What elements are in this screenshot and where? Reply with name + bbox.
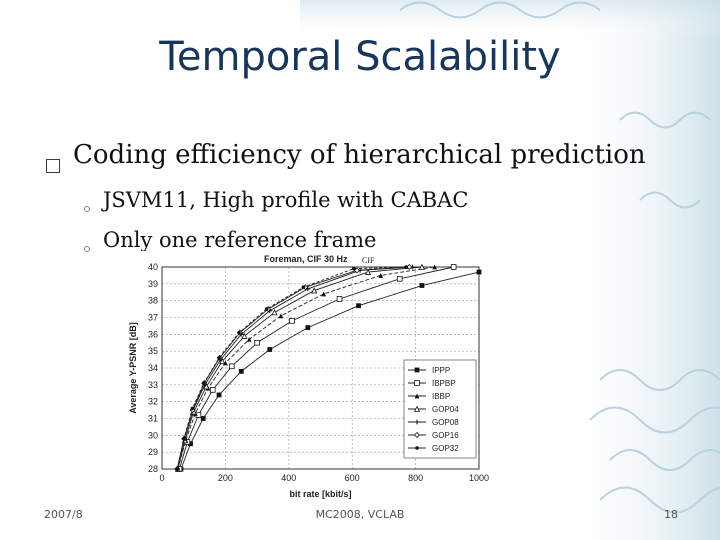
data-point [414, 367, 420, 373]
bullet-icon [46, 159, 60, 173]
data-point [217, 356, 221, 360]
data-point [414, 419, 420, 425]
data-point [414, 380, 420, 386]
data-point [476, 269, 482, 275]
y-tick-label: 28 [148, 464, 158, 474]
data-point [202, 381, 206, 385]
data-point [254, 339, 260, 346]
data-point [200, 416, 206, 421]
data-point [336, 296, 343, 302]
legend-label: IPPP [432, 366, 450, 375]
footer-center: MC2008, VCLAB [315, 508, 405, 521]
legend-label: GOP08 [432, 418, 459, 427]
y-tick-label: 30 [148, 430, 158, 440]
data-point [311, 287, 318, 294]
sub-bullet-icon [84, 246, 90, 252]
y-tick-label: 37 [148, 313, 158, 323]
data-point [432, 264, 438, 270]
slide-title: Temporal Scalability [159, 34, 561, 80]
data-point [241, 332, 248, 339]
y-tick-label: 38 [148, 296, 158, 306]
data-point [228, 363, 235, 370]
data-point [353, 267, 360, 274]
legend-label: IBPBP [432, 379, 456, 388]
data-point [237, 330, 241, 335]
series-line [179, 266, 454, 470]
chart-title: Foreman, CIF 30 Hz [264, 254, 348, 264]
data-point [396, 275, 403, 282]
data-point [264, 307, 269, 311]
sub-bullet-icon [84, 206, 90, 212]
data-point [223, 360, 228, 366]
data-point [301, 285, 306, 289]
data-point [413, 405, 421, 412]
y-tick-label: 35 [148, 346, 158, 356]
data-point [450, 264, 457, 270]
legend-label: GOP16 [432, 431, 459, 440]
data-point [267, 347, 273, 352]
data-point [378, 273, 384, 278]
x-tick-label: 1000 [469, 473, 489, 483]
series-line [177, 266, 422, 470]
data-point [321, 291, 327, 297]
sub-bullet-2: Only one reference frame [103, 228, 377, 252]
y-axis-label: Average Y-PSNR [dB] [128, 322, 138, 414]
series-line [176, 266, 407, 470]
data-point [188, 441, 193, 447]
data-point [175, 467, 180, 471]
y-tick-label: 29 [148, 447, 158, 457]
y-tick-label: 33 [148, 380, 158, 390]
y-tick-label: 39 [148, 279, 158, 289]
data-point [271, 309, 278, 316]
legend-label: GOP04 [432, 405, 459, 414]
data-point [209, 387, 216, 393]
sub-bullet-1: JSVM11, High profile with CABAC [103, 188, 469, 212]
x-tick-label: 200 [218, 473, 233, 483]
y-tick-label: 40 [148, 262, 158, 272]
data-point [246, 336, 252, 342]
data-point [419, 283, 425, 288]
legend-label: IBBP [432, 392, 450, 401]
footer-date: 2007/8 [44, 508, 83, 521]
y-tick-label: 36 [148, 329, 158, 339]
x-axis-label: bit rate [kbit/s] [289, 489, 351, 499]
data-point [414, 432, 420, 438]
data-point [182, 436, 186, 441]
data-point [238, 368, 244, 374]
series-line [180, 271, 480, 470]
plot-frame [161, 266, 480, 470]
y-tick-label: 31 [148, 414, 158, 424]
chart-title-annotation: CIF [362, 256, 375, 265]
data-point [216, 392, 222, 398]
data-point [404, 265, 408, 269]
data-point [414, 393, 420, 399]
data-point [365, 268, 372, 275]
x-tick-label: 600 [345, 473, 360, 483]
slide-number: 18 [664, 508, 678, 521]
y-tick-label: 32 [148, 397, 158, 407]
series-line [177, 266, 435, 470]
y-tick-label: 34 [148, 363, 158, 373]
x-tick-label: 400 [281, 473, 296, 483]
data-point [190, 406, 195, 411]
x-tick-label: 0 [159, 473, 164, 483]
data-point [356, 303, 361, 309]
series-line [176, 266, 410, 470]
data-point [278, 313, 284, 319]
bullet-text: Coding efficiency of hierarchical predic… [73, 140, 646, 170]
data-point [351, 266, 356, 271]
data-point [418, 263, 425, 270]
data-point [289, 318, 295, 324]
data-point [305, 325, 311, 330]
data-point [415, 446, 419, 450]
chart-image: 28 29 30 31 32 33 34 35 36 37 38 39 40 0 200 400 600 800 1… [124, 251, 496, 506]
x-tick-label: 800 [408, 473, 423, 483]
legend-label: GOP32 [432, 444, 459, 453]
